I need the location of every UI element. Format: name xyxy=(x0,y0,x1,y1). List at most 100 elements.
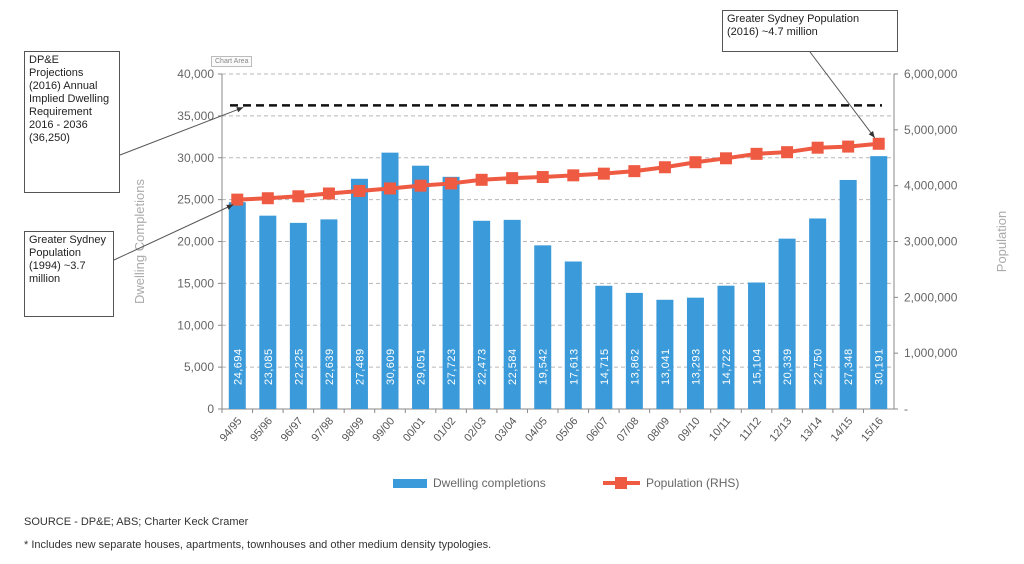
x-tick-label: 97/98 xyxy=(309,415,336,444)
population-point xyxy=(445,177,458,190)
population-point xyxy=(658,161,671,174)
x-tick-label: 06/07 xyxy=(584,415,611,444)
legend-swatch-population-marker xyxy=(615,477,627,489)
y2-tick-label: 3,000,000 xyxy=(904,235,958,249)
y2-tick-label: 1,000,000 xyxy=(904,346,958,360)
annotation-population-2016: Greater Sydney Population (2016) ~4.7 mi… xyxy=(722,10,898,52)
bar xyxy=(686,297,704,409)
y-tick-label: 35,000 xyxy=(177,109,214,123)
population-point xyxy=(567,169,580,182)
population-point xyxy=(506,172,519,185)
bar-value-label: 24,694 xyxy=(232,348,244,385)
bar-value-label: 29,051 xyxy=(416,348,428,385)
arrow-population-2016 xyxy=(809,51,876,139)
legend-label-dwelling: Dwelling completions xyxy=(433,476,546,490)
bar xyxy=(748,282,766,409)
bar-value-label: 20,339 xyxy=(782,348,794,385)
bar-value-label: 13,862 xyxy=(629,348,641,385)
x-tick-label: 96/97 xyxy=(279,415,306,444)
bar-value-label: 14,722 xyxy=(721,348,733,385)
bar-value-label: 15,104 xyxy=(752,348,764,385)
bar xyxy=(289,222,307,409)
arrow-population-2016-head xyxy=(868,131,875,138)
bar xyxy=(503,219,521,409)
population-point xyxy=(628,165,641,178)
bar xyxy=(717,285,735,409)
population-point xyxy=(842,140,855,153)
bar-value-label: 27,489 xyxy=(354,348,366,385)
annotation-dpe-projections: DP&E Projections (2016) Annual Implied D… xyxy=(24,51,120,193)
population-point xyxy=(689,156,702,169)
population-point xyxy=(353,184,366,197)
bar xyxy=(839,179,857,409)
x-tick-label: 07/08 xyxy=(615,415,642,444)
y2-tick-label: 2,000,000 xyxy=(904,290,958,304)
bar-value-label: 13,293 xyxy=(690,348,702,385)
bar-value-label: 27,348 xyxy=(843,348,855,385)
bar-value-label: 22,473 xyxy=(477,348,489,385)
bar-value-label: 30,609 xyxy=(385,348,397,385)
bar-value-label: 14,715 xyxy=(599,348,611,385)
bar xyxy=(656,299,674,409)
y2-axis-title: Population xyxy=(994,211,1009,272)
chart-area-tag: Chart Area xyxy=(211,56,253,67)
bar-value-label: 22,225 xyxy=(293,348,305,385)
bar xyxy=(595,285,613,409)
bar xyxy=(259,215,277,409)
bar-value-label: 30,191 xyxy=(874,348,886,385)
x-tick-label: 05/06 xyxy=(554,415,581,444)
x-tick-label: 01/02 xyxy=(431,415,458,444)
population-point xyxy=(261,192,274,205)
population-point xyxy=(384,182,396,195)
x-tick-label: 09/10 xyxy=(676,415,703,444)
bar xyxy=(350,178,368,409)
population-point xyxy=(872,137,885,150)
x-tick-label: 08/09 xyxy=(645,415,672,444)
bar xyxy=(564,261,582,409)
bar xyxy=(381,152,399,409)
x-tick-label: 98/99 xyxy=(340,415,367,444)
x-tick-label: 13/14 xyxy=(798,415,825,444)
bar-value-label: 22,584 xyxy=(507,348,519,385)
x-tick-label: 95/96 xyxy=(248,415,275,444)
legend-label-population: Population (RHS) xyxy=(646,476,739,490)
y-tick-label: 20,000 xyxy=(177,235,214,249)
bar xyxy=(228,202,246,409)
population-point xyxy=(781,146,794,159)
population-point xyxy=(292,190,305,203)
x-tick-label: 04/05 xyxy=(523,415,550,444)
bar-value-label: 23,085 xyxy=(263,348,275,385)
bar xyxy=(534,245,552,409)
population-point xyxy=(414,179,427,192)
bar xyxy=(320,219,338,409)
x-tick-label: 10/11 xyxy=(707,415,733,443)
footnote: * Includes new separate houses, apartmen… xyxy=(24,539,492,551)
arrow-dpe-projections xyxy=(119,106,244,156)
y-axis-title: Dwelling Completions xyxy=(132,179,147,304)
y-tick-label: 10,000 xyxy=(177,318,214,332)
y2-tick-label: 6,000,000 xyxy=(904,67,958,81)
population-point xyxy=(475,173,488,186)
bar-value-label: 27,723 xyxy=(446,348,458,385)
y2-tick-label: - xyxy=(904,402,908,416)
bar xyxy=(473,220,491,409)
bar-value-label: 22,639 xyxy=(324,348,336,385)
x-tick-label: 03/04 xyxy=(493,415,520,444)
bar xyxy=(412,165,430,409)
x-tick-label: 11/12 xyxy=(737,415,763,443)
x-tick-label: 12/13 xyxy=(767,415,794,444)
x-tick-label: 14/15 xyxy=(829,415,856,444)
legend-swatch-dwelling xyxy=(393,479,427,488)
y2-tick-label: 5,000,000 xyxy=(904,123,958,137)
bar xyxy=(778,238,796,409)
y-tick-label: 40,000 xyxy=(177,67,214,81)
y-tick-label: 30,000 xyxy=(177,151,214,165)
population-point xyxy=(322,187,335,200)
y-tick-label: 25,000 xyxy=(177,193,214,207)
y-tick-label: 15,000 xyxy=(177,276,214,290)
arrow-population-1994-head xyxy=(226,204,234,210)
bar xyxy=(809,218,827,409)
annotation-population-1994: Greater Sydney Population (1994) ~3.7 mi… xyxy=(24,231,114,317)
source-note: SOURCE - DP&E; ABS; Charter Keck Cramer xyxy=(24,516,249,528)
